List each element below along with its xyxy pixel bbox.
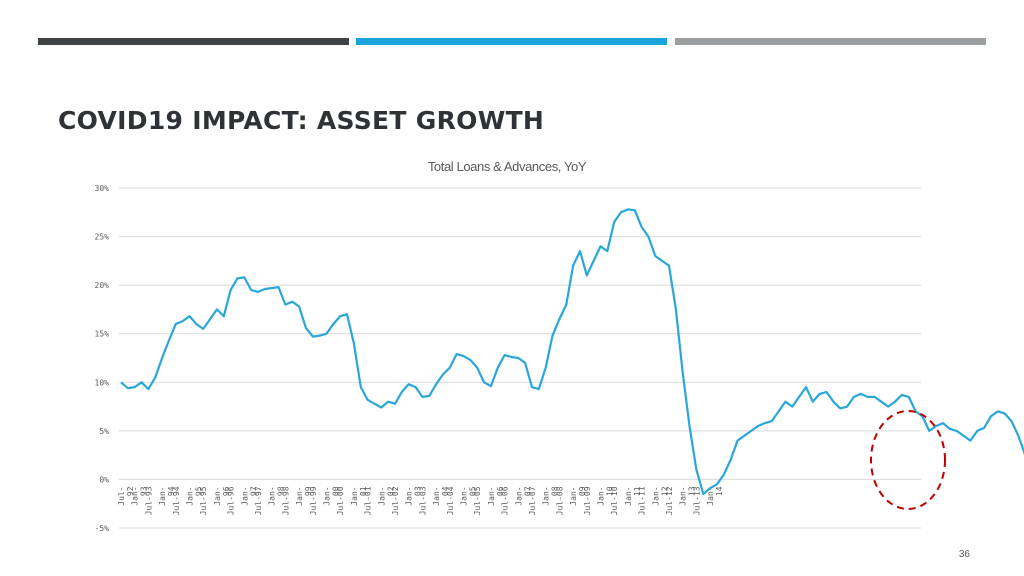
x-tick-label: Jan- <box>295 486 304 505</box>
x-tick-label: Jul-10 <box>610 486 619 515</box>
x-tick-label: Jul-99 <box>309 486 318 515</box>
x-tick-label: Jul-96 <box>227 486 236 515</box>
y-tick-label: 10% <box>95 378 110 387</box>
x-tick-label: Jan- <box>542 486 551 505</box>
x-tick-label: Jan- <box>624 486 633 505</box>
x-tick-label: Jul-02 <box>391 486 400 515</box>
x-tick-label: Jan- <box>569 486 578 505</box>
x-tick-label: Jul-05 <box>473 486 482 515</box>
x-tick-label: Jul-93 <box>144 486 153 515</box>
x-tick-label: 02 <box>386 486 395 496</box>
x-tick-label: 09 <box>578 486 587 496</box>
x-tick-label: Jul-12 <box>665 486 674 515</box>
y-tick-label: 25% <box>95 233 110 242</box>
accent-bar-dark <box>38 38 349 45</box>
x-tick-label: Jan- <box>240 486 249 505</box>
x-tick-label: Jan- <box>323 486 332 505</box>
y-tick-label: 5% <box>99 427 109 436</box>
x-tick-label: Jan- <box>213 486 222 505</box>
x-tick-label: Jul-08 <box>555 486 564 515</box>
x-tick-label: 12 <box>660 486 669 496</box>
x-tick-label: 05 <box>469 486 478 496</box>
x-tick-label: Jan- <box>186 486 195 505</box>
chart-title: Total Loans & Advances, YoY <box>428 159 587 174</box>
x-tick-label: Jul-98 <box>281 486 290 515</box>
x-tick-label: Jan- <box>405 486 414 505</box>
x-tick-label: Jul-03 <box>418 486 427 515</box>
highlight-circle-annotation <box>870 410 946 510</box>
x-tick-label: 13 <box>688 486 697 496</box>
accent-bar-blue <box>356 38 667 45</box>
x-tick-label: 08 <box>551 486 560 496</box>
y-axis-tick-labels: 30% 25% 20% 15% 10% 5% 0% -5% <box>95 184 110 533</box>
x-tick-label: Jan- <box>487 486 496 505</box>
x-tick-label: 07 <box>523 486 532 496</box>
x-tick-label: Jan- <box>268 486 277 505</box>
x-tick-label: Jan- <box>597 486 606 505</box>
x-tick-label: Jan- <box>350 486 359 505</box>
x-tick-label: 06 <box>496 486 505 496</box>
x-tick-label: 01 <box>359 486 368 496</box>
x-tick-label: Jul-09 <box>583 486 592 515</box>
y-tick-label: 15% <box>95 330 110 339</box>
y-tick-label: 30% <box>95 184 110 193</box>
x-tick-label: Jul-06 <box>501 486 510 515</box>
x-tick-label: 10 <box>606 486 615 496</box>
x-tick-label: 00 <box>332 486 341 496</box>
x-tick-label: 04 <box>441 486 450 496</box>
x-tick-label: Jan- <box>377 486 386 505</box>
x-tick-label: Jul-07 <box>528 486 537 515</box>
x-tick-label: 94 <box>167 486 176 496</box>
x-tick-label: Jul-94 <box>172 486 181 515</box>
accent-bar-gray <box>675 38 986 45</box>
y-tick-label: -5% <box>95 524 110 533</box>
x-tick-label: Jul-01 <box>364 486 373 515</box>
x-tick-label: Jan- <box>706 486 715 505</box>
x-tick-label: 14 <box>715 486 724 496</box>
x-tick-label: Jul-95 <box>199 486 208 515</box>
x-tick-label: Jan- <box>514 486 523 505</box>
x-tick-label: Jan- <box>432 486 441 505</box>
x-tick-label: Jul-00 <box>336 486 345 515</box>
x-tick-label: 99 <box>304 486 313 496</box>
x-tick-label: 98 <box>277 486 286 496</box>
series-line-total-loans <box>120 208 1024 496</box>
x-tick-label: Jul-04 <box>446 486 455 515</box>
x-tick-label: Jan- <box>131 486 140 505</box>
x-tick-label: 11 <box>633 486 642 496</box>
grid-lines <box>119 187 921 529</box>
x-tick-label: Jul-13 <box>692 486 701 515</box>
x-tick-label: 92 <box>126 486 135 496</box>
slide-title: COVID19 IMPACT: ASSET GROWTH <box>58 106 545 135</box>
page-number: 36 <box>958 549 970 560</box>
x-tick-label: Jan- <box>158 486 167 505</box>
x-tick-label: Jan- <box>679 486 688 505</box>
x-tick-label: Jan- <box>651 486 660 505</box>
x-tick-label: 95 <box>195 486 204 496</box>
y-tick-label: 20% <box>95 281 110 290</box>
x-tick-label: Jul-11 <box>638 486 647 515</box>
y-tick-label: 0% <box>99 475 109 484</box>
x-tick-label: Jul- <box>117 486 126 505</box>
x-tick-label: 96 <box>222 486 231 496</box>
x-tick-label: Jul-97 <box>254 486 263 515</box>
x-tick-label: 97 <box>249 486 258 496</box>
x-tick-label: Jan- <box>460 486 469 505</box>
x-tick-label: 93 <box>140 486 149 496</box>
x-tick-label: 03 <box>414 486 423 496</box>
